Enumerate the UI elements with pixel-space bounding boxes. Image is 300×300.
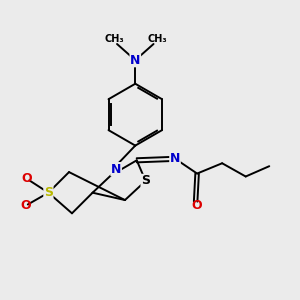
Text: N: N	[130, 54, 140, 67]
Text: CH₃: CH₃	[104, 34, 124, 44]
Text: O: O	[20, 200, 31, 212]
Text: S: S	[44, 186, 53, 199]
Text: N: N	[111, 163, 121, 176]
Text: CH₃: CH₃	[147, 34, 167, 44]
Text: O: O	[22, 172, 32, 185]
Text: S: S	[141, 174, 150, 188]
Text: O: O	[191, 199, 202, 212]
Text: N: N	[170, 152, 180, 165]
